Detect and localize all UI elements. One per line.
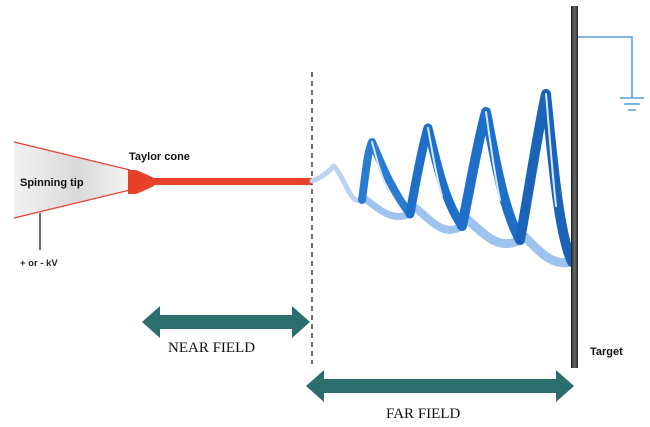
straight-jet [150,178,312,185]
ground-symbol-icon [578,36,644,111]
near-field-label: NEAR FIELD [168,340,255,356]
far-field-double-arrow-icon [306,370,574,402]
target-label: Target [590,346,623,358]
taylor-cone [128,170,154,194]
target-plate [571,6,578,368]
spinning-tip [13,141,131,219]
whipping-jet-spiral [309,89,577,268]
far-field-label: FAR FIELD [386,406,460,422]
near-field-double-arrow-icon [142,306,310,338]
voltage-label: + or - kV [20,258,58,269]
taylor-cone-label: Taylor cone [129,151,190,163]
spinning-tip-label: Spinning tip [20,177,84,189]
